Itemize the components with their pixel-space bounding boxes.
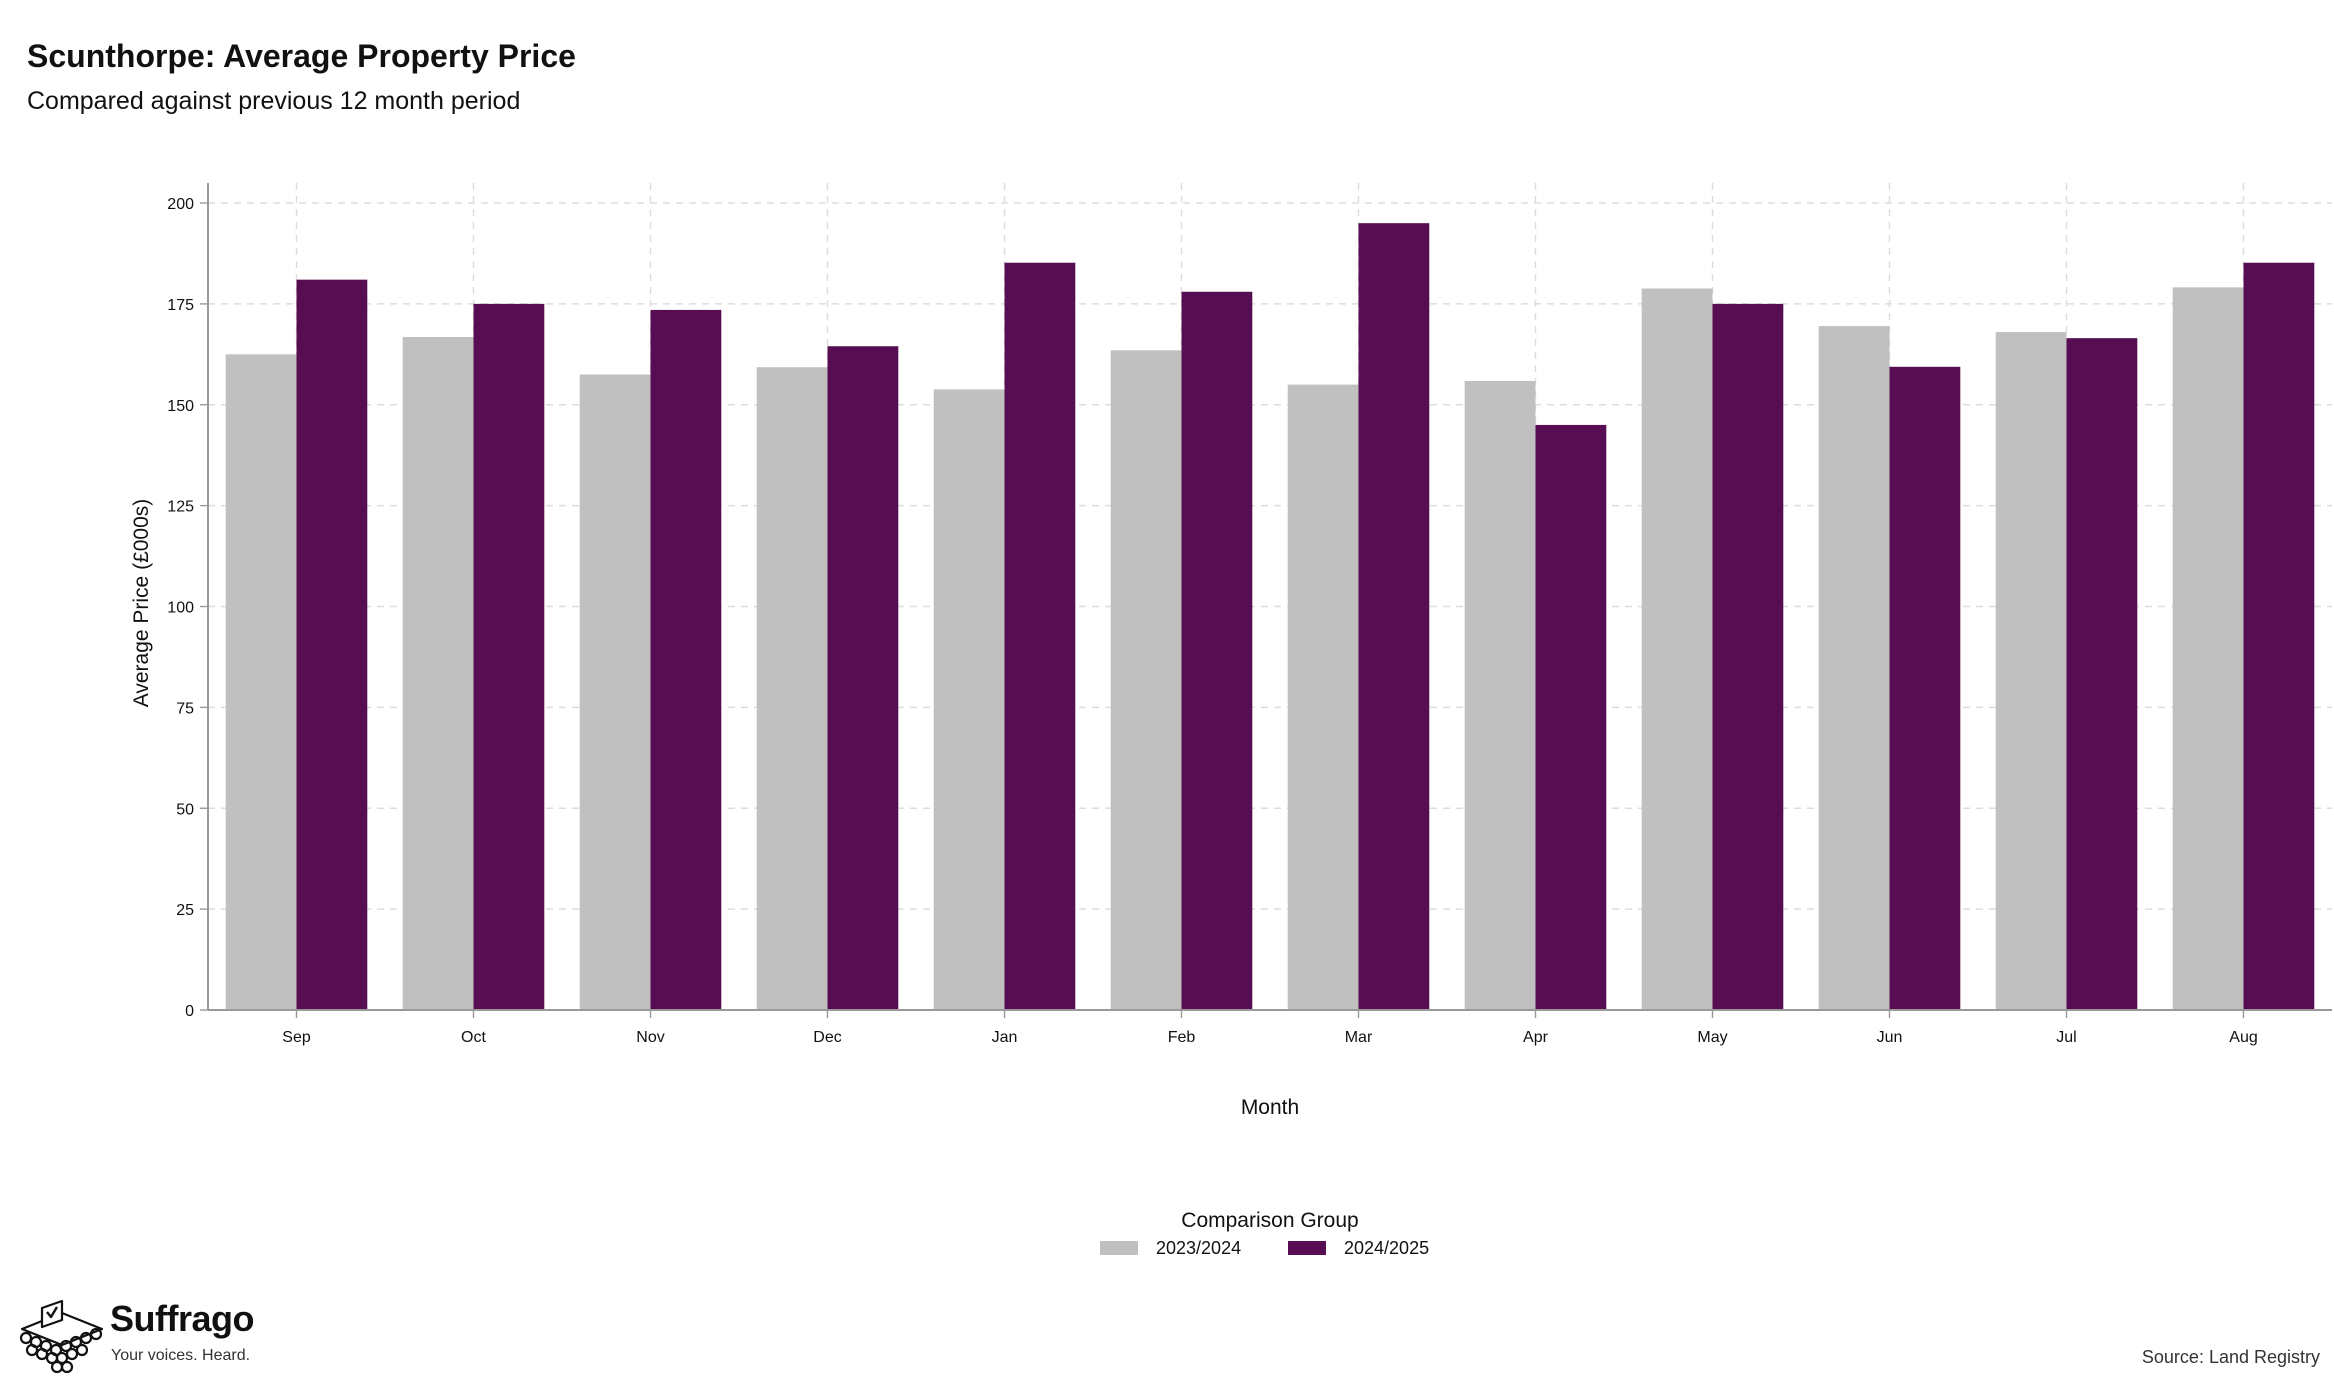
x-tick-label: Oct xyxy=(461,1029,486,1046)
y-tick-label: 0 xyxy=(185,1003,194,1020)
bar-2024-2025-sep xyxy=(296,279,368,1010)
legend-title: Comparison Group xyxy=(1181,1209,1358,1232)
bar-2023-2024-feb xyxy=(1110,350,1182,1011)
bars xyxy=(225,223,2315,1011)
bar-2024-2025-aug xyxy=(2243,262,2315,1010)
x-tick-label: Nov xyxy=(636,1029,664,1046)
y-tick-label: 200 xyxy=(167,196,194,213)
axes: 0 25 50 75 100 125 150 175 200 Sep Oct Nov Dec Jan Feb… xyxy=(167,183,2332,1046)
bar-2023-2024-jun xyxy=(1818,326,1890,1010)
y-tick-label: 25 xyxy=(176,902,194,919)
x-tick-label: Mar xyxy=(1345,1029,1373,1046)
bar-2024-2025-feb xyxy=(1181,291,1253,1010)
y-tick-label: 125 xyxy=(167,499,194,516)
y-axis-label: Average Price (£000s) xyxy=(130,499,153,708)
bar-2023-2024-sep xyxy=(225,354,297,1010)
legend: Comparison Group 2023/2024 2024/2025 xyxy=(1100,1209,1429,1258)
bar-2023-2024-oct xyxy=(402,336,474,1010)
chart-title: Scunthorpe: Average Property Price xyxy=(27,38,576,74)
y-tick-label: 175 xyxy=(167,297,194,314)
brand-tagline: Your voices. Heard. xyxy=(111,1347,251,1364)
legend-label-2023-2024: 2023/2024 xyxy=(1156,1238,1241,1258)
x-tick-label: Apr xyxy=(1523,1029,1549,1046)
bar-2024-2025-mar xyxy=(1358,223,1430,1011)
x-tick-label: Sep xyxy=(282,1029,311,1046)
x-tick-label: May xyxy=(1697,1029,1727,1046)
bar-2024-2025-may xyxy=(1712,303,1784,1010)
legend-swatch-2024-2025 xyxy=(1288,1241,1326,1255)
bar-2023-2024-dec xyxy=(756,367,828,1010)
bar-2024-2025-jan xyxy=(1004,262,1076,1010)
bar-2023-2024-jul xyxy=(1995,332,2067,1010)
source-note: Source: Land Registry xyxy=(2141,1347,2320,1367)
bar-chart: 0 25 50 75 100 125 150 175 200 Sep Oct Nov Dec Jan Feb… xyxy=(130,183,2332,1258)
y-tick-label: 50 xyxy=(176,801,194,818)
x-tick-label: Aug xyxy=(2229,1029,2257,1046)
suffrago-logo-icon xyxy=(19,1299,104,1374)
x-axis-label: Month xyxy=(1241,1096,1299,1119)
x-tick-label: Feb xyxy=(1168,1029,1196,1046)
bar-2023-2024-aug xyxy=(2172,287,2244,1010)
y-tick-label: 150 xyxy=(167,398,194,415)
y-tick-label: 75 xyxy=(176,700,194,717)
x-tick-label: Jun xyxy=(1877,1029,1903,1046)
bar-2024-2025-nov xyxy=(650,309,722,1010)
x-tick-label: Jan xyxy=(992,1029,1018,1046)
bar-2024-2025-dec xyxy=(827,346,899,1010)
bar-2024-2025-jun xyxy=(1889,366,1961,1010)
bar-2023-2024-apr xyxy=(1464,380,1536,1011)
bar-2024-2025-apr xyxy=(1535,424,1607,1010)
bar-2023-2024-jan xyxy=(933,389,1005,1010)
bar-2024-2025-oct xyxy=(473,303,545,1010)
y-tick-label: 100 xyxy=(167,600,194,617)
bar-2023-2024-may xyxy=(1641,288,1713,1010)
chart-subtitle: Compared against previous 12 month perio… xyxy=(27,87,521,115)
legend-swatch-2023-2024 xyxy=(1100,1241,1138,1255)
bar-2023-2024-nov xyxy=(579,374,651,1010)
brand-name: Suffrago xyxy=(110,1298,255,1339)
bar-2024-2025-jul xyxy=(2066,338,2138,1010)
bar-2023-2024-mar xyxy=(1287,384,1359,1010)
x-tick-label: Dec xyxy=(813,1029,841,1046)
legend-label-2024-2025: 2024/2025 xyxy=(1344,1238,1429,1258)
x-tick-label: Jul xyxy=(2056,1029,2076,1046)
